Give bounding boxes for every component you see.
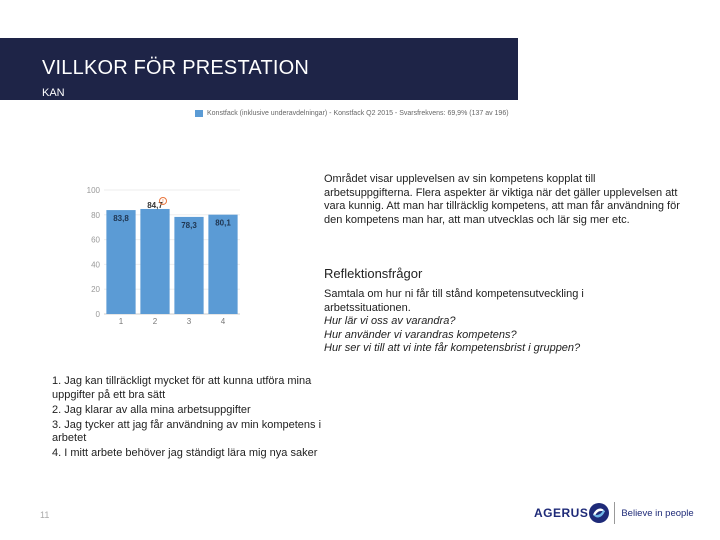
agerus-logo: AGERUS Believe in people [534,502,694,524]
annotation-text: ! [162,199,164,205]
page-title: VILLKOR FÖR PRESTATION [42,57,310,79]
y-tick-label: 100 [87,186,101,195]
x-tick-label: 1 [119,317,124,326]
statement-item: 4. I mitt arbete behöver jag ständigt lä… [52,447,318,460]
y-tick-label: 80 [91,211,100,220]
reflection-question: Hur ser vi till att vi inte får kompeten… [324,342,581,355]
bar [140,208,170,314]
reflection-intro: Samtala om hur ni får till stånd kompete… [324,288,584,314]
page-number: 11 [40,510,50,520]
bar-chart: 0 20 40 60 80 100 83,8 1 84,7 2 78,3 3 80,1 4! [87,186,240,326]
y-tick-label: 20 [91,285,100,294]
bar [208,214,238,314]
reflection-heading: Reflektionsfrågor [324,266,423,281]
data-label: 78,3 [181,221,197,230]
data-label: 80,1 [215,219,231,228]
bar [174,216,204,314]
legend-swatch [195,110,203,117]
logo-divider [614,502,616,524]
page-subtitle: KAN [42,87,65,99]
statement-item: 3. Jag tycker att jag får användning av … [52,418,322,445]
x-tick-label: 3 [187,317,192,326]
y-tick-label: 40 [91,260,100,269]
statement-item: 2. Jag klarar av alla mina arbetsuppgift… [52,403,251,416]
area-description: Området visar upplevelsen av sin kompete… [324,173,680,226]
chart-legend: Konstfack (inklusive underavdelningar) -… [195,110,509,117]
reflection-question: Hur lär vi oss av varandra? [324,315,456,328]
data-label: 84,7 [147,201,163,210]
logo-name: AGERUS [534,506,589,520]
statement-item: 1. Jag kan tillräckligt mycket för att k… [52,375,312,401]
x-tick-label: 2 [153,317,158,326]
reflection-question: Hur använder vi varandras kompetens? [324,328,517,341]
logo-tagline: Believe in people [621,507,694,519]
header-band [0,38,518,100]
x-tick-label: 4 [221,317,226,326]
y-tick-label: 0 [96,310,101,319]
legend-label: Konstfack (inklusive underavdelningar) -… [207,110,509,117]
reflection-body: Samtala om hur ni får till stånd kompete… [324,288,654,356]
swirl-icon [589,503,610,523]
data-label: 83,8 [113,214,129,223]
statement-list: 1. Jag kan tillräckligt mycket för att k… [52,375,322,463]
bar [106,210,136,314]
y-tick-label: 60 [91,236,100,245]
warning-icon [159,196,167,205]
